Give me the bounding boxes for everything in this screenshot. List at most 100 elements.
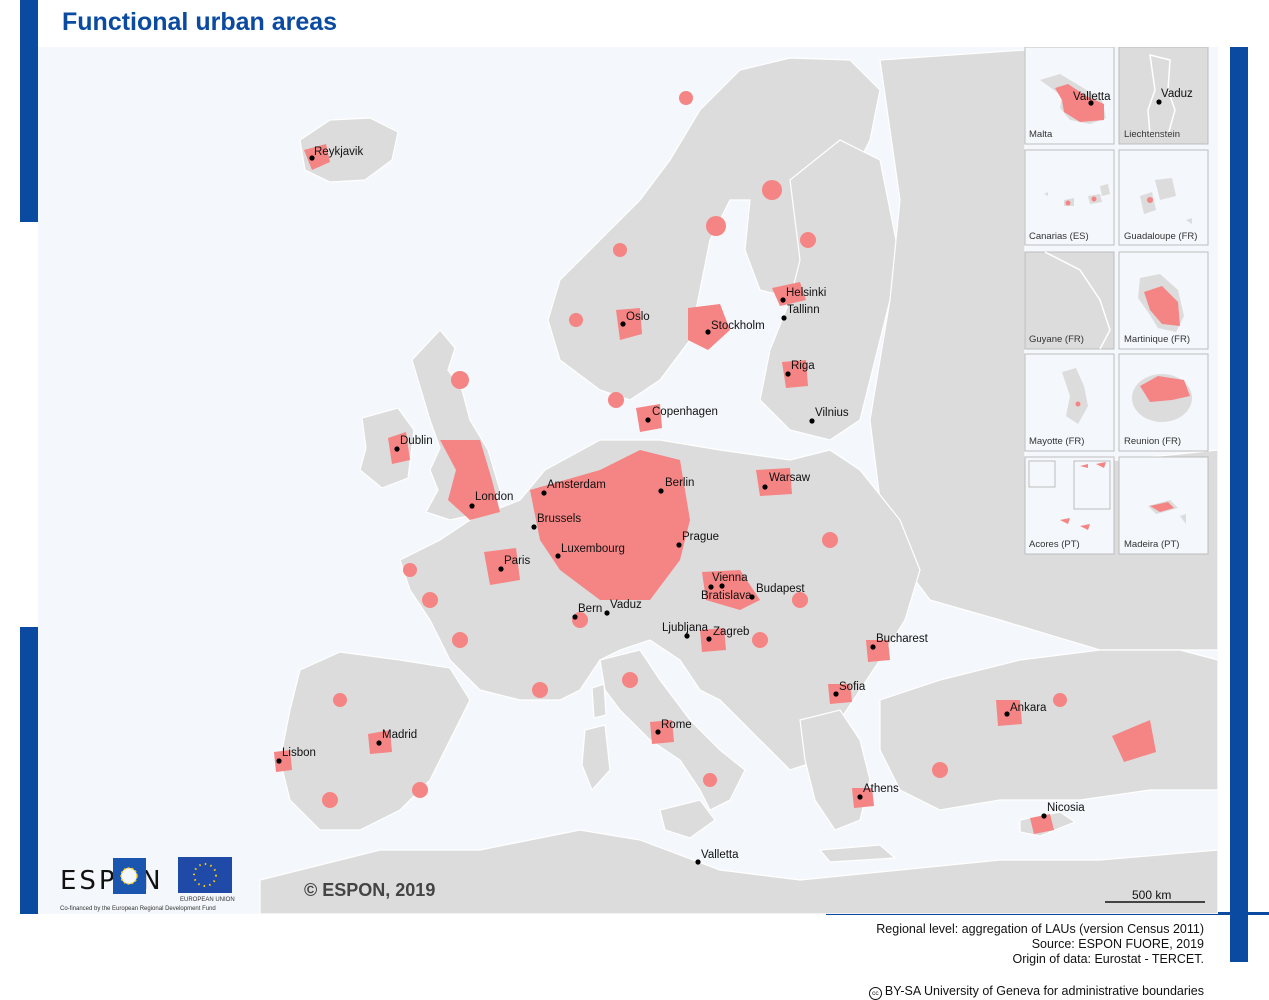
license-text: BY-SA University of Geneva for administr… (884, 984, 1204, 998)
fua-rome (650, 720, 674, 744)
city-label: Ljubljana (662, 622, 709, 634)
city-label: Berlin (665, 477, 694, 489)
fua-small (322, 792, 338, 808)
fua-small (608, 392, 624, 408)
fua-small (822, 532, 838, 548)
city-riga[interactable]: Riga (785, 360, 815, 377)
city-luxembourg[interactable]: Luxembourg (555, 543, 625, 559)
city-lisbon[interactable]: Lisbon (276, 747, 316, 764)
city-label: Valletta (701, 849, 739, 861)
city-ankara[interactable]: Ankara (1004, 702, 1047, 717)
land-north-africa (259, 829, 1218, 914)
eu-label: EUROPEAN UNION (180, 897, 235, 903)
fua-small (703, 773, 717, 787)
city-tallinn[interactable]: Tallinn (781, 304, 820, 321)
europe-map[interactable]: Reykjavik Oslo Stockholm Helsinki Tallin… (38, 47, 1218, 914)
city-valletta[interactable]: Valletta (695, 849, 739, 865)
fua-sofia (828, 684, 852, 704)
fua-small (800, 232, 816, 248)
fua-small (452, 632, 468, 648)
city-madrid[interactable]: Madrid (376, 729, 417, 746)
city-rome[interactable]: Rome (655, 719, 692, 735)
inset-label: Mayotte (FR) (1029, 436, 1084, 447)
city-label: Bucharest (876, 633, 929, 645)
left-accent-bar-top (20, 0, 38, 222)
insets: Valletta Malta Vaduz Liechtenstein Canar… (1024, 47, 1209, 555)
inset-guadaloupe[interactable]: Guadaloupe (FR) (1118, 149, 1209, 246)
fua-benelux-germany (530, 450, 690, 600)
inset-label: Malta (1029, 129, 1053, 140)
inset-acores[interactable]: Acores (PT) (1024, 456, 1115, 555)
fua-small (752, 632, 768, 648)
city-prague[interactable]: Prague (676, 531, 719, 548)
city-amsterdam[interactable]: Amsterdam (541, 479, 606, 496)
fua-oslo (616, 308, 642, 340)
city-vilnius[interactable]: Vilnius (809, 407, 849, 424)
fua-small (792, 592, 808, 608)
city-label: Zagreb (713, 626, 749, 638)
city-berlin[interactable]: Berlin (658, 477, 694, 494)
city-stockholm[interactable]: Stockholm (705, 320, 765, 335)
city-bratislava[interactable]: Bratislava (701, 584, 752, 602)
source-line: Origin of data: Eurostat - TERCET. (1012, 952, 1204, 966)
inset-madeira[interactable]: Madeira (PT) (1118, 456, 1209, 555)
inset-martinique[interactable]: Martinique (FR) (1118, 251, 1209, 350)
city-zagreb[interactable]: Zagreb (706, 626, 749, 642)
inset-label: Guadaloupe (FR) (1124, 231, 1197, 242)
city-vienna[interactable]: Vienna (712, 572, 748, 589)
city-vaduz[interactable]: Vaduz (604, 599, 642, 616)
inset-guyane[interactable]: Guyane (FR) (1024, 251, 1115, 350)
left-accent-bar-bottom (20, 627, 38, 914)
city-helsinki[interactable]: Helsinki (780, 287, 826, 303)
inset-malta[interactable]: Valletta Malta (1024, 47, 1115, 145)
eu-flag-icon: EUROPEAN UNION (178, 857, 235, 903)
city-oslo[interactable]: Oslo (620, 311, 650, 327)
fua-small (532, 682, 548, 698)
city-brussels[interactable]: Brussels (531, 513, 581, 530)
inset-city-label: Valletta (1073, 91, 1111, 103)
license-note: cc BY-SA University of Geneva for adminis… (868, 984, 1204, 1000)
fua-small (451, 371, 469, 389)
city-paris[interactable]: Paris (498, 555, 530, 572)
fua-small (1053, 693, 1067, 707)
city-london[interactable]: London (469, 491, 513, 509)
fua-nicosia (1030, 814, 1054, 834)
city-ljubljana[interactable]: Ljubljana (662, 622, 709, 639)
inset-mayotte[interactable]: Mayotte (FR) (1024, 353, 1115, 452)
city-warsaw[interactable]: Warsaw (762, 472, 811, 490)
city-label: Riga (791, 360, 815, 372)
city-label: Budapest (756, 583, 805, 595)
fua-zagreb (700, 628, 726, 652)
city-sofia[interactable]: Sofia (833, 681, 866, 697)
city-budapest[interactable]: Budapest (749, 583, 805, 600)
city-label: Athens (863, 783, 899, 795)
inset-canarias[interactable]: Canarias (ES) (1024, 149, 1115, 246)
land-greece (799, 709, 871, 831)
city-dublin[interactable]: Dublin (394, 435, 433, 452)
city-label: Warsaw (769, 472, 811, 484)
inset-liechtenstein[interactable]: Vaduz Liechtenstein (1118, 47, 1209, 145)
city-athens[interactable]: Athens (857, 783, 899, 800)
map-frame: Reykjavik Oslo Stockholm Helsinki Tallin… (38, 47, 1218, 914)
scale-bar: 500 km (1105, 888, 1205, 903)
fua-paris (484, 548, 520, 585)
land-corsica (591, 683, 607, 719)
fua-stockholm (688, 304, 730, 350)
inset-label: Guyane (FR) (1029, 334, 1084, 345)
city-nicosia[interactable]: Nicosia (1041, 802, 1085, 819)
city-label: Vilnius (815, 407, 849, 419)
city-copenhagen[interactable]: Copenhagen (645, 406, 718, 423)
city-label: Sofia (839, 681, 866, 693)
city-bern[interactable]: Bern (572, 603, 602, 620)
city-label: Prague (682, 531, 719, 543)
city-reykjavik[interactable]: Reykjavik (309, 146, 363, 161)
fua-turkey-east (1112, 720, 1156, 762)
city-label: Ankara (1010, 702, 1047, 714)
city-bucharest[interactable]: Bucharest (870, 633, 929, 650)
espon-tagline: Co-financed by the European Regional Dev… (60, 906, 216, 912)
inset-reunion[interactable]: Reunion (FR) (1118, 353, 1209, 452)
land-iceland (299, 117, 399, 183)
inset-label: Canarias (ES) (1029, 231, 1089, 242)
city-label: Nicosia (1047, 802, 1085, 814)
copyright: © ESPON, 2019 (304, 880, 435, 900)
